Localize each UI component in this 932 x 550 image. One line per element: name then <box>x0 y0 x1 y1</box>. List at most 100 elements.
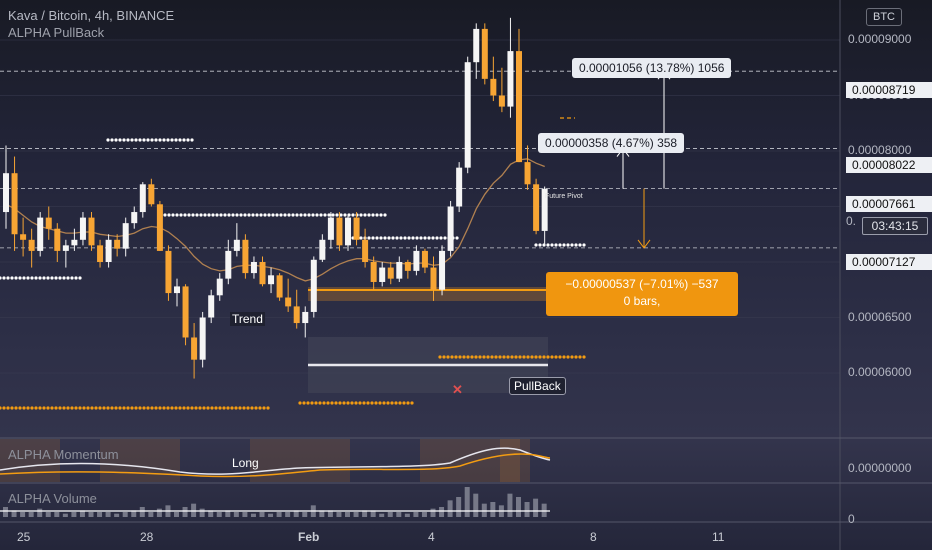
volume-bar <box>464 487 470 517</box>
momentum-bg-band <box>420 439 520 482</box>
resistance-dots <box>379 213 383 217</box>
volume-bar <box>62 513 68 517</box>
measure-tool <box>616 70 671 249</box>
pullback-dots <box>22 406 26 410</box>
pullback-dots <box>82 406 86 410</box>
resistance-dots <box>178 138 182 142</box>
pullback-dots <box>210 406 214 410</box>
resistance-dots <box>255 213 259 217</box>
pullback-dots <box>326 401 330 405</box>
volume-bar <box>353 512 359 517</box>
volume-bar <box>396 512 402 517</box>
pullback-dots <box>462 355 466 359</box>
volume-bar <box>191 503 197 517</box>
volume-bar <box>216 512 222 517</box>
momentum-panel-title[interactable]: ALPHA Momentum <box>8 447 119 462</box>
indicator-title[interactable]: ALPHA PullBack <box>8 25 105 40</box>
candle-body <box>302 311 309 324</box>
volume-bar <box>362 510 368 517</box>
pullback-dots <box>70 406 74 410</box>
candle-body <box>139 184 146 213</box>
resistance-dots <box>431 236 435 240</box>
support-dots <box>6 276 10 280</box>
resistance-dots <box>335 213 339 217</box>
candle-body <box>464 62 471 168</box>
time-label-4: 4 <box>428 530 435 544</box>
resistance-dots <box>251 213 255 217</box>
resistance-dots <box>351 213 355 217</box>
resistance-dots <box>231 213 235 217</box>
resistance-dots <box>387 236 391 240</box>
pullback-dots <box>258 406 262 410</box>
candle-body <box>387 267 394 279</box>
resistance-dots <box>215 213 219 217</box>
candle-body <box>336 217 343 246</box>
support-dots <box>14 276 18 280</box>
volume-bar <box>156 508 162 517</box>
resistance-dots <box>227 213 231 217</box>
resistance-dots <box>395 236 399 240</box>
pivot-dots <box>558 243 562 247</box>
candle-body <box>11 173 18 235</box>
volume-panel-plot <box>0 487 550 517</box>
resistance-dots <box>455 236 459 240</box>
volume-panel-title[interactable]: ALPHA Volume <box>8 491 97 506</box>
candle-body <box>319 239 326 260</box>
symbol-title[interactable]: Kava / Bitcoin, 4h, BINANCE <box>8 8 175 23</box>
resistance-dots <box>383 236 387 240</box>
pullback-dots <box>486 355 490 359</box>
support-dots <box>50 276 54 280</box>
candle-body <box>421 250 428 268</box>
indicator-bands <box>308 117 575 393</box>
candle-body <box>28 239 35 251</box>
support-dots <box>54 276 58 280</box>
resistance-dots <box>187 213 191 217</box>
resistance-dots <box>375 213 379 217</box>
resistance-dots <box>223 213 227 217</box>
volume-bar <box>45 512 51 517</box>
candle-body <box>131 212 138 224</box>
resistance-dots <box>323 213 327 217</box>
volume-bar <box>327 510 333 517</box>
volume-bar <box>404 513 410 517</box>
pullback-dots <box>102 406 106 410</box>
resistance-dots <box>427 236 431 240</box>
pullback-dots <box>238 406 242 410</box>
volume-bar <box>430 508 436 517</box>
resistance-dots <box>411 236 415 240</box>
price-level-7661: 0.00007661 <box>846 196 932 212</box>
measure-label-up-large[interactable]: 0.00001056 (13.78%) 1056 <box>572 58 732 78</box>
pullback-dots <box>410 401 414 405</box>
candle-body <box>533 184 540 231</box>
pullback-dots <box>458 355 462 359</box>
currency-badge[interactable]: BTC <box>866 8 902 26</box>
candle-body <box>490 78 497 96</box>
measure-label-up-small[interactable]: 0.00000358 (4.67%) 358 <box>538 133 685 153</box>
pullback-dots <box>298 401 302 405</box>
pullback-dots <box>34 406 38 410</box>
candle-body <box>370 262 377 282</box>
pullback-dots <box>154 406 158 410</box>
pullback-dots <box>358 401 362 405</box>
pullback-dots <box>78 406 82 410</box>
pullback-dots <box>346 401 350 405</box>
volume-bar <box>421 512 427 517</box>
support-dots <box>38 276 42 280</box>
candle-body <box>396 262 403 279</box>
measure-label-down[interactable]: −0.00000537 (−7.01%) −537 0 bars, <box>546 272 738 316</box>
measure-label-down-bars: 0 bars, <box>623 294 661 308</box>
volume-bar <box>28 512 34 517</box>
pullback-dots <box>550 355 554 359</box>
volume-bar <box>208 510 214 517</box>
pullback-dots <box>2 406 6 410</box>
candle-body <box>293 306 300 324</box>
resistance-dots <box>211 213 215 217</box>
pullback-dots <box>446 355 450 359</box>
candle-body <box>327 217 334 240</box>
pullback-dots <box>562 355 566 359</box>
resistance-dots <box>219 213 223 217</box>
pullback-dots <box>474 355 478 359</box>
momentum-bg-band <box>500 439 530 482</box>
resistance-dots <box>379 236 383 240</box>
